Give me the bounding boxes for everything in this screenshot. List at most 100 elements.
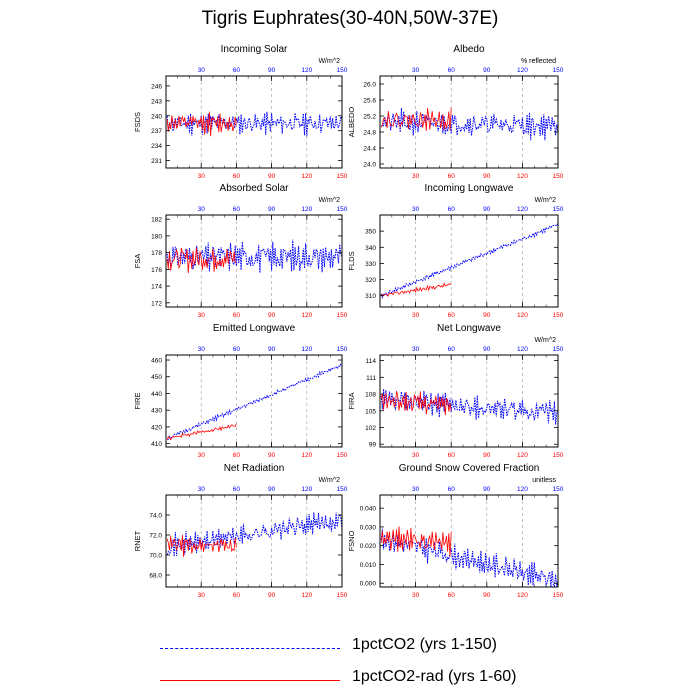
x-tick-label-top: 30 [198, 486, 206, 493]
y-tick-label: 102 [365, 425, 376, 432]
y-axis-label: FSDS [133, 112, 142, 132]
series-line-1pctco2 [380, 108, 559, 141]
x-tick-label: 30 [198, 592, 206, 599]
x-tick-label: 90 [483, 592, 491, 599]
y-axis-label: FIRA [347, 392, 356, 409]
panel-title: Incoming Longwave [425, 183, 514, 194]
x-tick-label-top: 150 [337, 486, 348, 493]
x-tick-label-top: 150 [337, 346, 348, 353]
unit-label: W/m^2 [534, 337, 556, 344]
x-tick-label-top: 30 [412, 206, 420, 213]
x-tick-label: 90 [483, 173, 491, 180]
y-tick-label: 340 [365, 245, 376, 252]
x-tick-label-top: 150 [553, 346, 564, 353]
panel-flds: 310 320 330 340 350 30 60 90 120 150 30 60 90 120 150 I… [347, 183, 564, 319]
panel-title: Emitted Longwave [213, 323, 296, 334]
unit-label: W/m^2 [534, 197, 556, 204]
x-tick-label-top: 90 [268, 486, 276, 493]
x-tick-label: 120 [301, 452, 312, 459]
x-tick-label-top: 120 [301, 206, 312, 213]
y-tick-label: 430 [151, 408, 162, 415]
x-tick-label-top: 60 [233, 67, 241, 74]
x-tick-label-top: 150 [337, 67, 348, 74]
x-tick-label-top: 120 [301, 346, 312, 353]
plot-frame [165, 494, 343, 588]
legend-item-1pctco2-rad: 1pctCO2-rad (yrs 1-60) [160, 668, 580, 688]
x-tick-label: 60 [448, 592, 456, 599]
x-tick-label: 60 [448, 312, 456, 319]
y-tick-label: 410 [151, 441, 162, 448]
y-tick-label: 231 [151, 158, 162, 165]
y-axis-label: FLDS [347, 251, 356, 270]
unit-label: unitless [532, 477, 556, 484]
panel-title: Albedo [453, 44, 485, 55]
y-tick-label: 440 [151, 391, 162, 398]
x-tick-label: 90 [268, 312, 276, 319]
x-tick-label: 120 [517, 452, 528, 459]
x-tick-label-top: 120 [517, 206, 528, 213]
y-tick-label: 176 [151, 267, 162, 274]
y-tick-label: 24.8 [363, 130, 376, 137]
x-tick-label: 90 [483, 452, 491, 459]
x-tick-label-top: 30 [198, 67, 206, 74]
panel-title: Net Longwave [437, 323, 501, 334]
unit-label: W/m^2 [318, 197, 340, 204]
y-tick-label: 24.4 [363, 146, 376, 153]
x-tick-label: 150 [553, 452, 564, 459]
x-tick-label: 60 [233, 312, 241, 319]
y-tick-label: 25.6 [363, 98, 376, 105]
y-axis-label: RNET [133, 530, 142, 551]
series-line-1pctco2-rad [380, 107, 452, 131]
y-tick-label: 0.000 [360, 581, 377, 588]
x-tick-label-top: 90 [483, 206, 491, 213]
panel-title: Net Radiation [224, 463, 285, 474]
y-tick-label: 240 [151, 113, 162, 120]
y-axis-label: FIRE [133, 392, 142, 409]
panel-title: Incoming Solar [221, 44, 288, 55]
y-axis-label: FSNO [347, 530, 356, 551]
x-tick-label: 30 [412, 452, 420, 459]
y-tick-label: 350 [365, 229, 376, 236]
series-line-1pctco2 [166, 512, 343, 557]
y-tick-label: 320 [365, 277, 376, 284]
x-tick-label-top: 30 [412, 346, 420, 353]
x-tick-label: 150 [337, 312, 348, 319]
x-tick-label-top: 150 [553, 206, 564, 213]
plot-frame [379, 214, 559, 308]
plot-frame [379, 354, 559, 448]
y-axis-label: FSA [133, 254, 142, 269]
x-tick-label-top: 150 [337, 206, 348, 213]
plot-frame [165, 354, 343, 448]
legend-label-1pctco2: 1pctCO2 (yrs 1-150) [352, 636, 497, 653]
x-tick-label: 120 [517, 312, 528, 319]
x-tick-label-top: 120 [517, 486, 528, 493]
unit-label: W/m^2 [318, 477, 340, 484]
legend-line-1pctco2-rad [160, 680, 340, 681]
panel-fsno: 0.000 0.010 0.020 0.030 0.040 30 60 90 120 150 30 6… [347, 463, 564, 599]
unit-label: % reflected [521, 58, 556, 65]
y-tick-label: 105 [365, 408, 376, 415]
y-tick-label: 99 [369, 442, 377, 449]
y-tick-label: 72.0 [149, 533, 162, 540]
panel-fire: 410 420 430 440 450 460 30 60 90 120 150 30 60 90 120 1… [133, 323, 348, 459]
x-tick-label: 90 [268, 173, 276, 180]
y-tick-label: 178 [151, 250, 162, 257]
series-line-1pctco2 [166, 111, 343, 137]
y-tick-label: 420 [151, 424, 162, 431]
series-line-1pctco2-rad [166, 111, 237, 137]
legend-item-1pctco2: 1pctCO2 (yrs 1-150) [160, 636, 580, 656]
y-tick-label: 174 [151, 284, 162, 291]
x-tick-label: 120 [517, 173, 528, 180]
x-tick-label: 30 [198, 173, 206, 180]
x-tick-label-top: 120 [301, 486, 312, 493]
panel-fsds: 231 234 237 240 243 246 30 60 90 120 150 30 60 90 120 1… [133, 44, 348, 180]
series-line-1pctco2 [380, 528, 559, 589]
x-tick-label-top: 60 [233, 486, 241, 493]
x-tick-label: 30 [412, 592, 420, 599]
series-line-1pctco2-rad [166, 247, 237, 274]
x-tick-label: 120 [301, 173, 312, 180]
y-tick-label: 0.010 [360, 562, 377, 569]
legend: 1pctCO2 (yrs 1-150) 1pctCO2-rad (yrs 1-6… [160, 636, 580, 696]
series-line-1pctco2 [380, 222, 559, 300]
